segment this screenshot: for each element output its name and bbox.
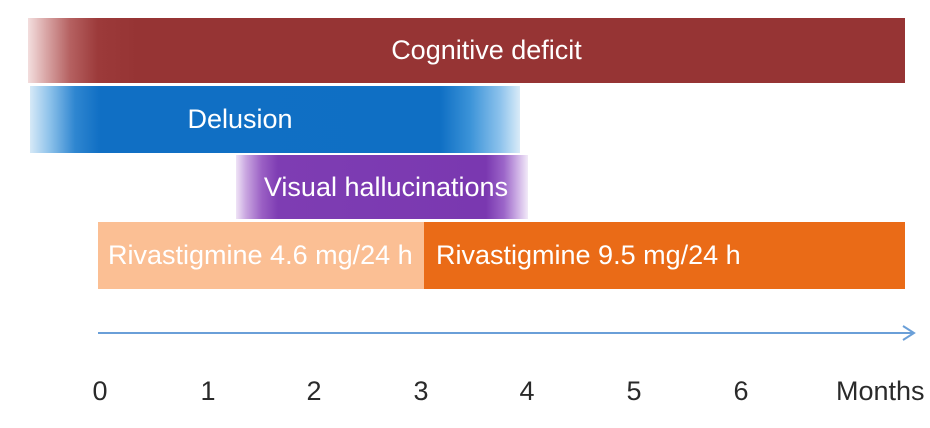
- delusion-label: Delusion: [187, 104, 293, 134]
- axis-unit-label: Months: [836, 376, 925, 406]
- rivastigmine-low-dose-bar: Rivastigmine 4.6 mg/24 h: [98, 222, 424, 289]
- tick-label-2: 2: [306, 376, 322, 406]
- rivastigmine-high-dose-label: Rivastigmine 9.5 mg/24 h: [436, 240, 741, 270]
- tick-label-0: 0: [92, 376, 108, 406]
- rivastigmine-low-dose-label: Rivastigmine 4.6 mg/24 h: [108, 240, 413, 270]
- delusion-bar: Delusion: [30, 86, 520, 153]
- arrow-head-icon: [902, 325, 916, 341]
- tick-label-6: 6: [733, 376, 749, 406]
- cognitive-deficit-label: Cognitive deficit: [391, 35, 582, 65]
- tick-label-1: 1: [200, 376, 216, 406]
- tick-label-5: 5: [626, 376, 642, 406]
- cognitive-deficit-bar: Cognitive deficit: [28, 18, 905, 83]
- rivastigmine-high-dose-bar: Rivastigmine 9.5 mg/24 h: [424, 222, 905, 289]
- tick-label-4: 4: [519, 376, 535, 406]
- tick-label-3: 3: [413, 376, 429, 406]
- visual-hallucinations-bar: Visual hallucinations: [236, 155, 528, 219]
- visual-hallucinations-label: Visual hallucinations: [263, 171, 509, 202]
